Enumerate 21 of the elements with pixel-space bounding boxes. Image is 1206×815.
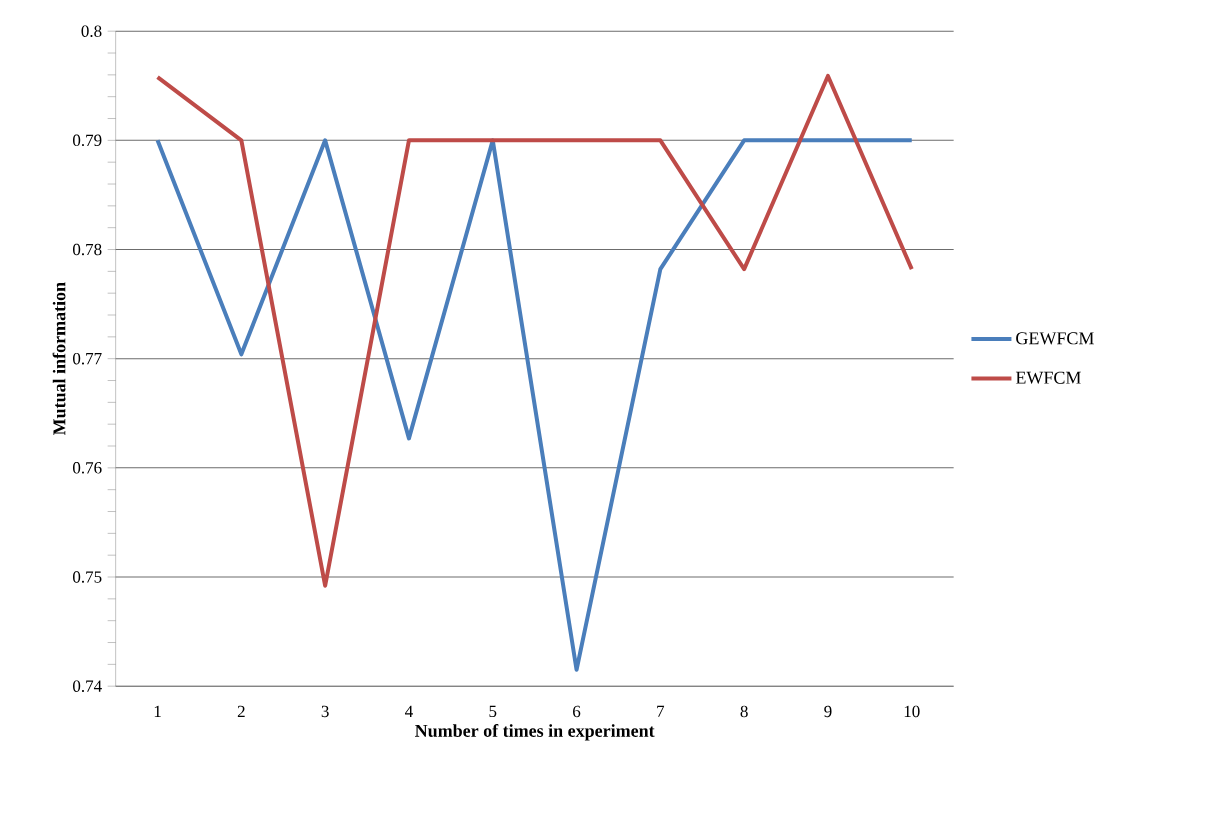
x-tick-label: 4 [405, 705, 413, 717]
x-tick-label: 7 [657, 705, 665, 717]
y-tick-label: 0.78 [73, 243, 102, 256]
x-axis-title: Number of times in experiment [415, 724, 655, 741]
x-tick-label: 10 [904, 705, 920, 718]
y-tick-label: 0.77 [73, 352, 102, 365]
y-tick-label: 0.8 [81, 25, 102, 37]
legend-label: GEWFCM [1016, 332, 1094, 345]
x-tick-label: 2 [237, 705, 245, 717]
x-tick-label: 6 [573, 705, 581, 718]
y-tick-label: 0.74 [73, 680, 102, 692]
legend-label: EWFCM [1015, 371, 1081, 384]
x-tick-label: 1 [154, 705, 161, 717]
y-axis-title: Mutual information [52, 282, 66, 436]
y-tick-label: 0.79 [73, 134, 102, 147]
y-tick-label: 0.76 [73, 462, 102, 474]
x-tick-label: 8 [740, 705, 748, 718]
x-tick-label: 3 [321, 705, 329, 718]
y-tick-label: 0.75 [73, 571, 102, 583]
x-tick-label: 5 [489, 705, 497, 718]
x-tick-label: 9 [824, 705, 832, 718]
